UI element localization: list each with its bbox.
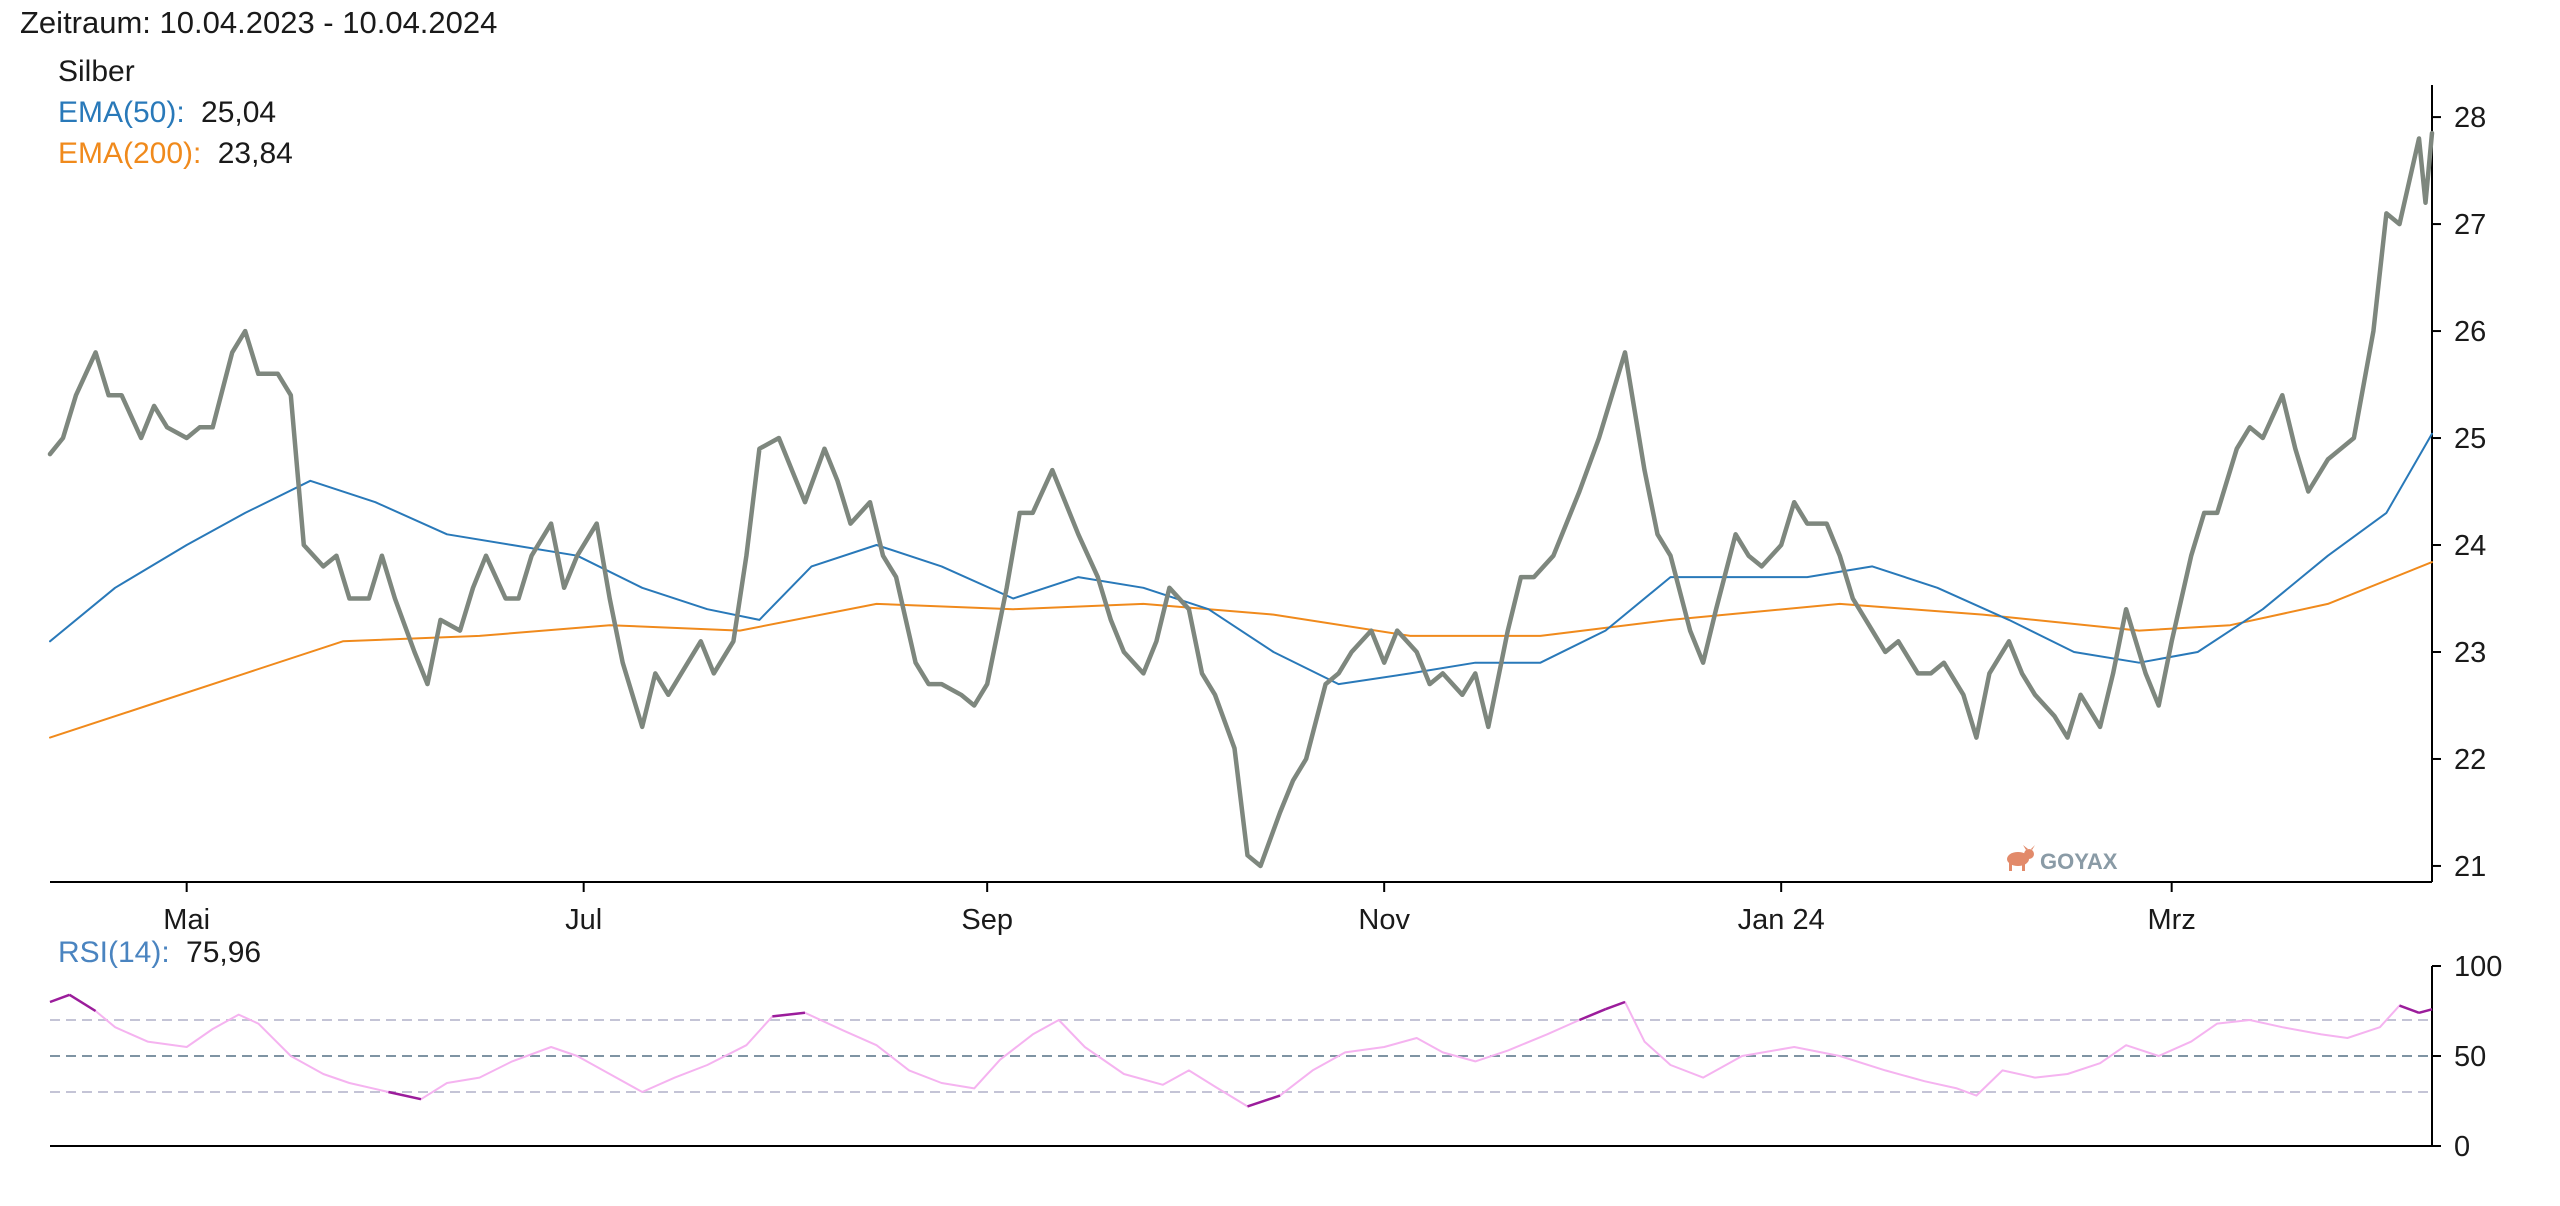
rsi-legend: RSI(14): 75,96 bbox=[58, 936, 261, 969]
y-tick-label: 24 bbox=[2454, 530, 2486, 562]
ema50-legend-label: EMA(50): bbox=[58, 96, 185, 129]
ema50-legend: EMA(50): 25,04 bbox=[58, 96, 276, 129]
rsi-extreme-segment bbox=[1247, 1094, 1281, 1108]
ema200-legend: EMA(200): 23,84 bbox=[58, 137, 293, 170]
goyax-watermark: GOYAX bbox=[2007, 845, 2118, 874]
y-tick-label: 28 bbox=[2454, 102, 2486, 134]
instrument-label: Silber bbox=[58, 55, 135, 88]
ema50-legend-value: 25,04 bbox=[201, 96, 276, 129]
y-tick-label: 25 bbox=[2454, 423, 2486, 455]
rsi-legend-label: RSI(14): bbox=[58, 936, 170, 969]
ema200-legend-value: 23,84 bbox=[218, 137, 293, 170]
rsi-legend-value: 75,96 bbox=[186, 936, 261, 969]
goyax-logo-text: GOYAX bbox=[2040, 849, 2118, 874]
y-tick-label: 23 bbox=[2454, 637, 2486, 669]
rsi-y-tick-label: 100 bbox=[2454, 951, 2502, 983]
ema50-line bbox=[49, 432, 2433, 686]
rsi-y-tick-label: 50 bbox=[2454, 1041, 2486, 1073]
rsi-extreme-segment bbox=[2399, 1004, 2420, 1014]
x-tick-label: Mrz bbox=[2148, 904, 2196, 936]
y-tick-label: 27 bbox=[2454, 209, 2486, 241]
x-tick-label: Nov bbox=[1358, 904, 1410, 936]
rsi-extreme-segment bbox=[772, 1011, 806, 1018]
y-tick-label: 21 bbox=[2454, 851, 2486, 883]
period-label: Zeitraum: 10.04.2023 - 10.04.2024 bbox=[20, 5, 497, 40]
rsi-extreme-segment bbox=[68, 993, 97, 1013]
x-tick-label: Mai bbox=[163, 904, 210, 936]
main-plot: 21 22 23 24 25 26 27 28 Mai Jul Sep Nov Jan 24 Mrz bbox=[47, 85, 2486, 936]
rsi-y-tick-label: 0 bbox=[2454, 1131, 2470, 1163]
bull-icon bbox=[2007, 845, 2035, 871]
rsi-extreme-segment bbox=[388, 1090, 422, 1101]
rsi-line bbox=[49, 993, 2433, 1108]
x-tick-label: Sep bbox=[961, 904, 1013, 936]
rsi-extreme-segment bbox=[1578, 1008, 1606, 1022]
x-tick-label: Jan 24 bbox=[1738, 904, 1825, 936]
rsi-extreme-segment bbox=[2418, 1008, 2433, 1015]
y-tick-label: 26 bbox=[2454, 316, 2486, 348]
x-tick-label: Jul bbox=[565, 904, 602, 936]
rsi-extreme-segment bbox=[49, 993, 70, 1004]
ema200-legend-label: EMA(200): bbox=[58, 137, 201, 170]
y-tick-label: 22 bbox=[2454, 744, 2486, 776]
rsi-plot: 0 50 100 bbox=[49, 951, 2502, 1163]
rsi-extreme-segment bbox=[1605, 1000, 1626, 1011]
price-line bbox=[47, 130, 2435, 869]
